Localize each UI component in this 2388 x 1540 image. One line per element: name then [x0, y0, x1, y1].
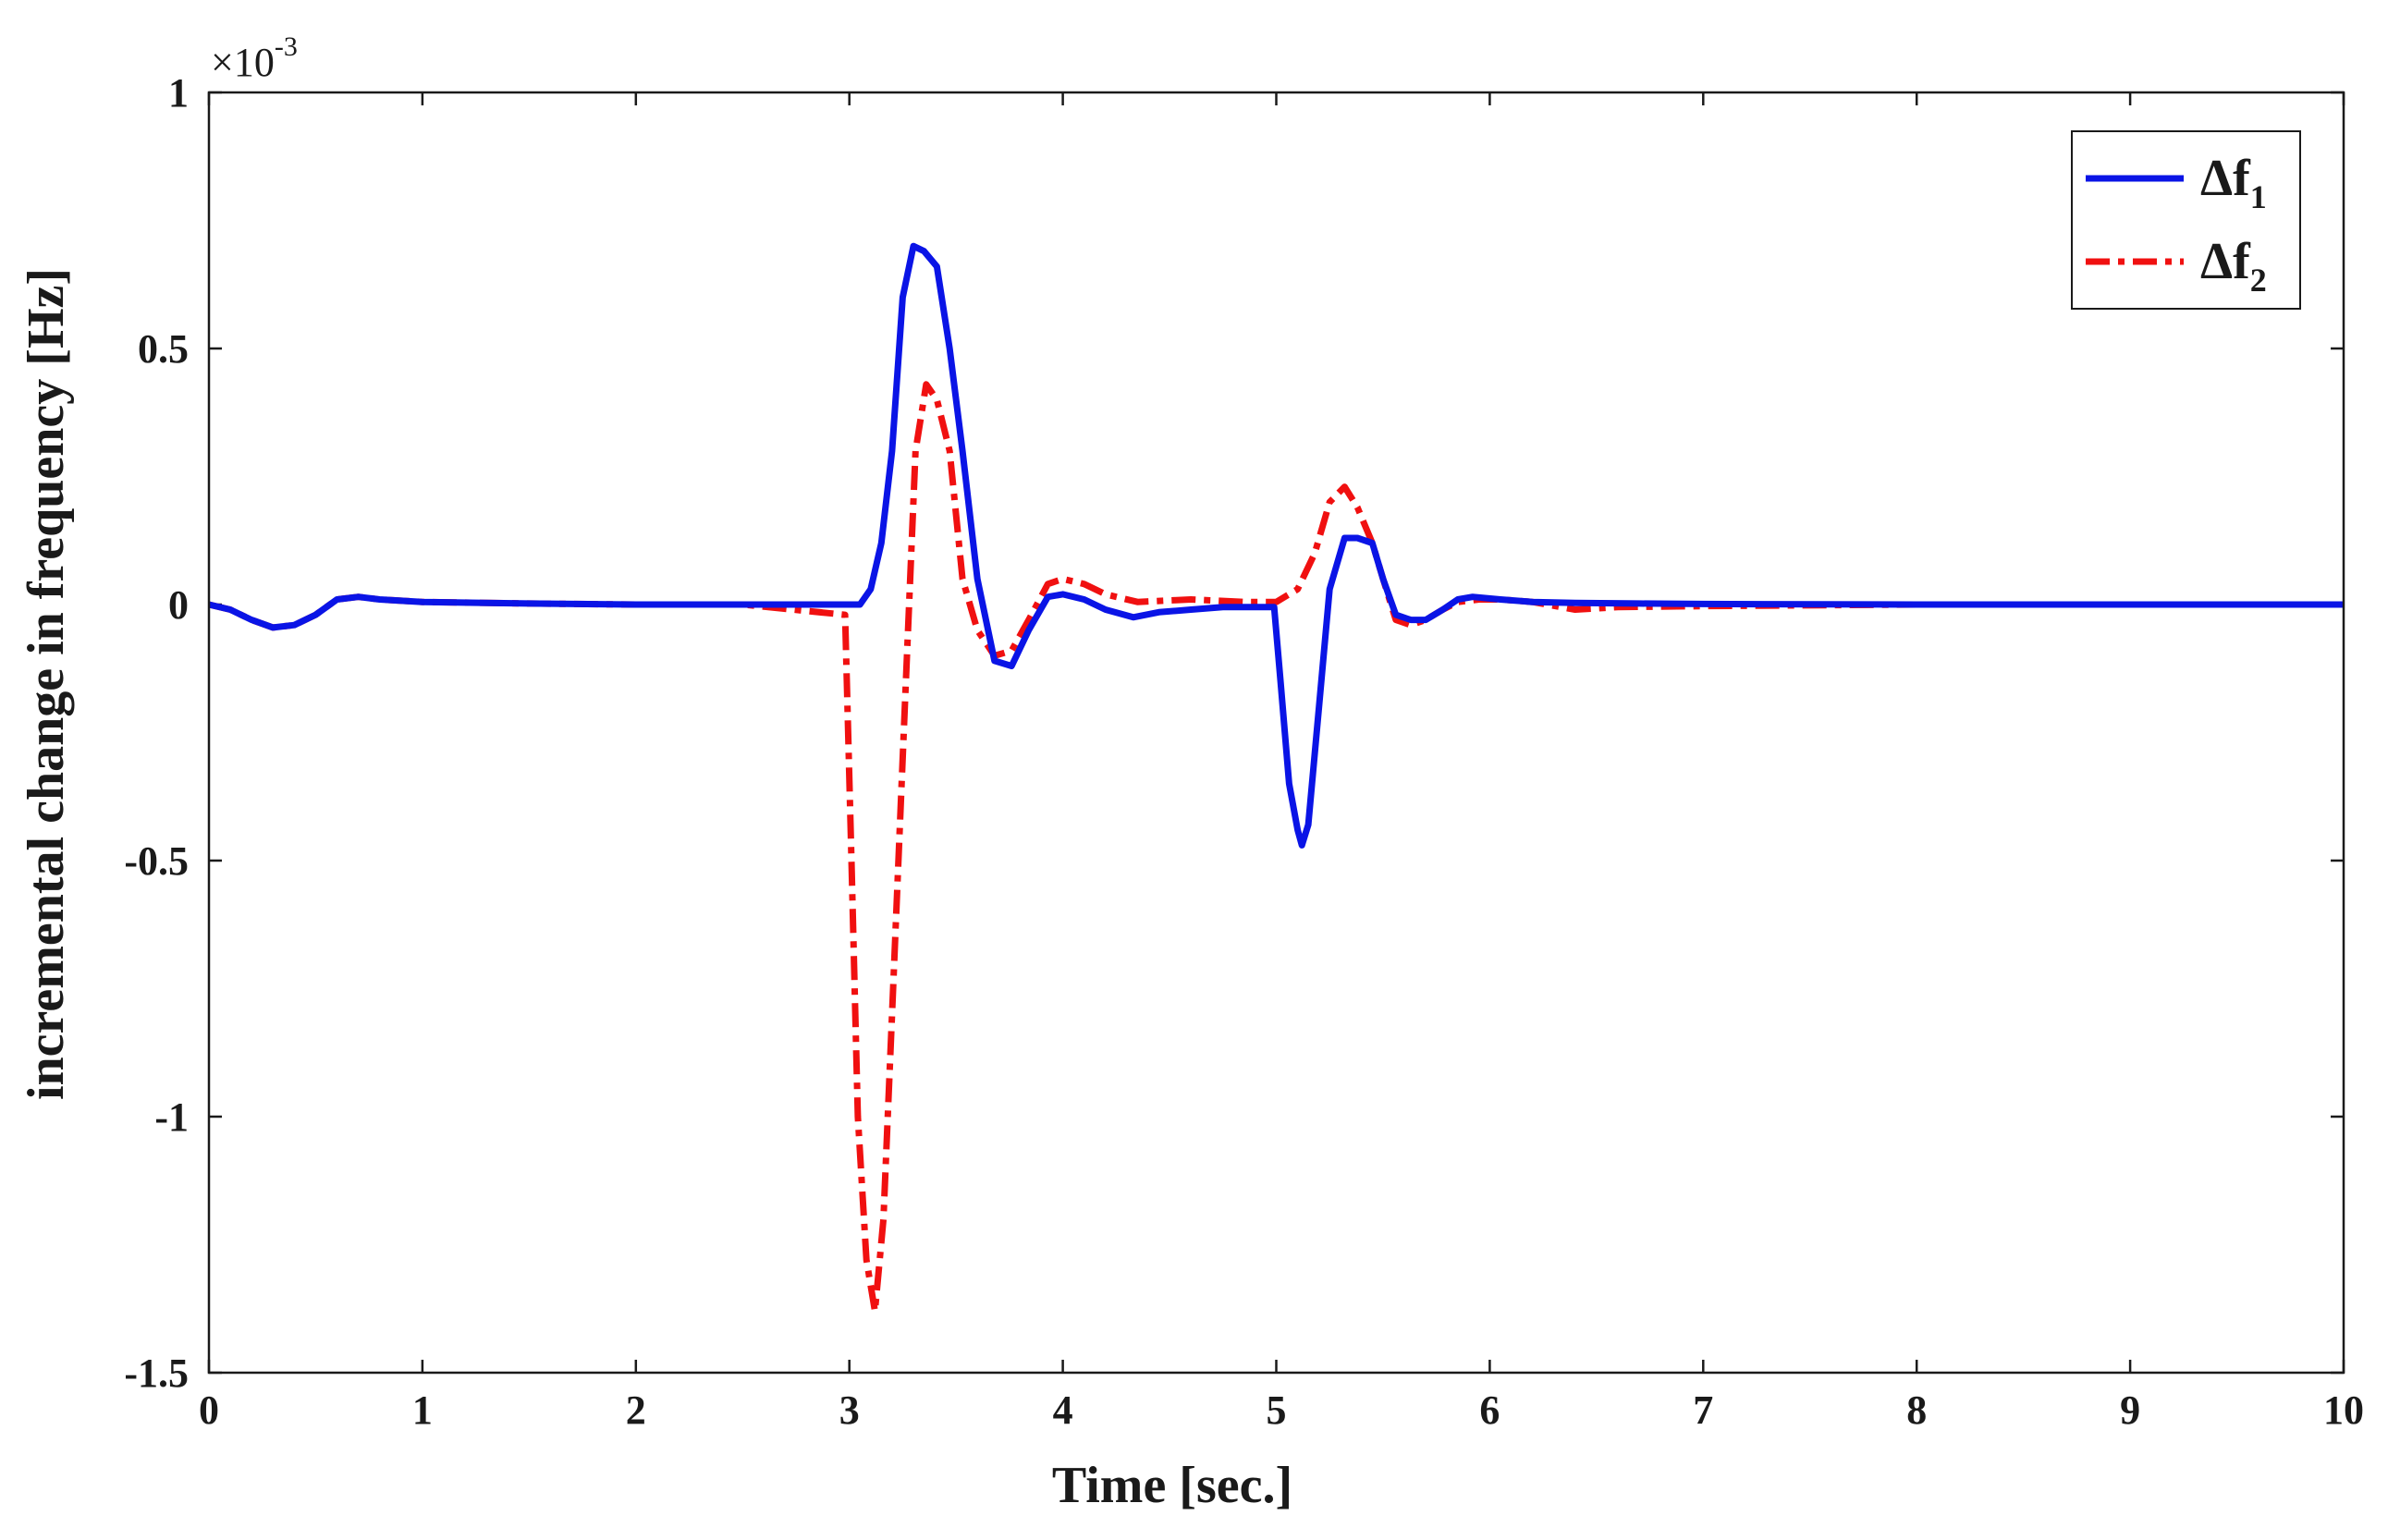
x-tick-label: 6: [1479, 1387, 1500, 1433]
y-axis-label: incremental change in frequency [Hz]: [18, 268, 75, 1100]
legend-box: [2071, 130, 2301, 310]
tick-labels-group: 0 1 2 3 4 5 6 7 8 9 10 1 0.5 0 -0.5 -1 -1.5: [124, 70, 2364, 1433]
x-tick-label: 3: [839, 1387, 860, 1433]
x-tick-label: 1: [412, 1387, 433, 1433]
y-multiplier-base: ×10: [211, 40, 275, 85]
legend-series-1-name: Δf: [2200, 150, 2251, 207]
x-axis-label: Time [sec.]: [1052, 1457, 1292, 1514]
series-1-line: [208, 242, 2344, 849]
x-tick-label: 7: [1693, 1387, 1713, 1433]
legend-label-series-2: Δf2: [2200, 233, 2267, 299]
y-tick-label: -0.5: [124, 838, 189, 884]
legend-series-1-subscript: 1: [2250, 178, 2267, 215]
legend-series-2-subscript: 2: [2250, 262, 2267, 299]
x-tick-label: 0: [199, 1387, 219, 1433]
x-tick-label: 5: [1267, 1387, 1287, 1433]
x-tick-label: 4: [1053, 1387, 1073, 1433]
y-tick-label: -1.5: [124, 1351, 189, 1396]
legend: Δf1 Δf2: [2071, 130, 2301, 310]
plot-area-frame: [207, 91, 2345, 1375]
y-tick-label: 1: [168, 70, 189, 116]
x-tick-label: 9: [2120, 1387, 2140, 1433]
series-group: [208, 242, 2344, 1314]
legend-series-2-name: Δf: [2200, 233, 2251, 290]
y-multiplier-exponent: -3: [275, 31, 298, 62]
legend-label-series-1: Δf1: [2200, 150, 2267, 215]
x-tick-label: 2: [626, 1387, 646, 1433]
y-axis-multiplier: ×10-3: [211, 31, 298, 85]
x-tick-label: 10: [2323, 1387, 2364, 1433]
x-tick-label: 8: [1906, 1387, 1927, 1433]
y-tick-label: 0.5: [138, 326, 189, 372]
y-tick-label: -1: [154, 1094, 189, 1140]
y-tick-label: 0: [168, 582, 189, 628]
